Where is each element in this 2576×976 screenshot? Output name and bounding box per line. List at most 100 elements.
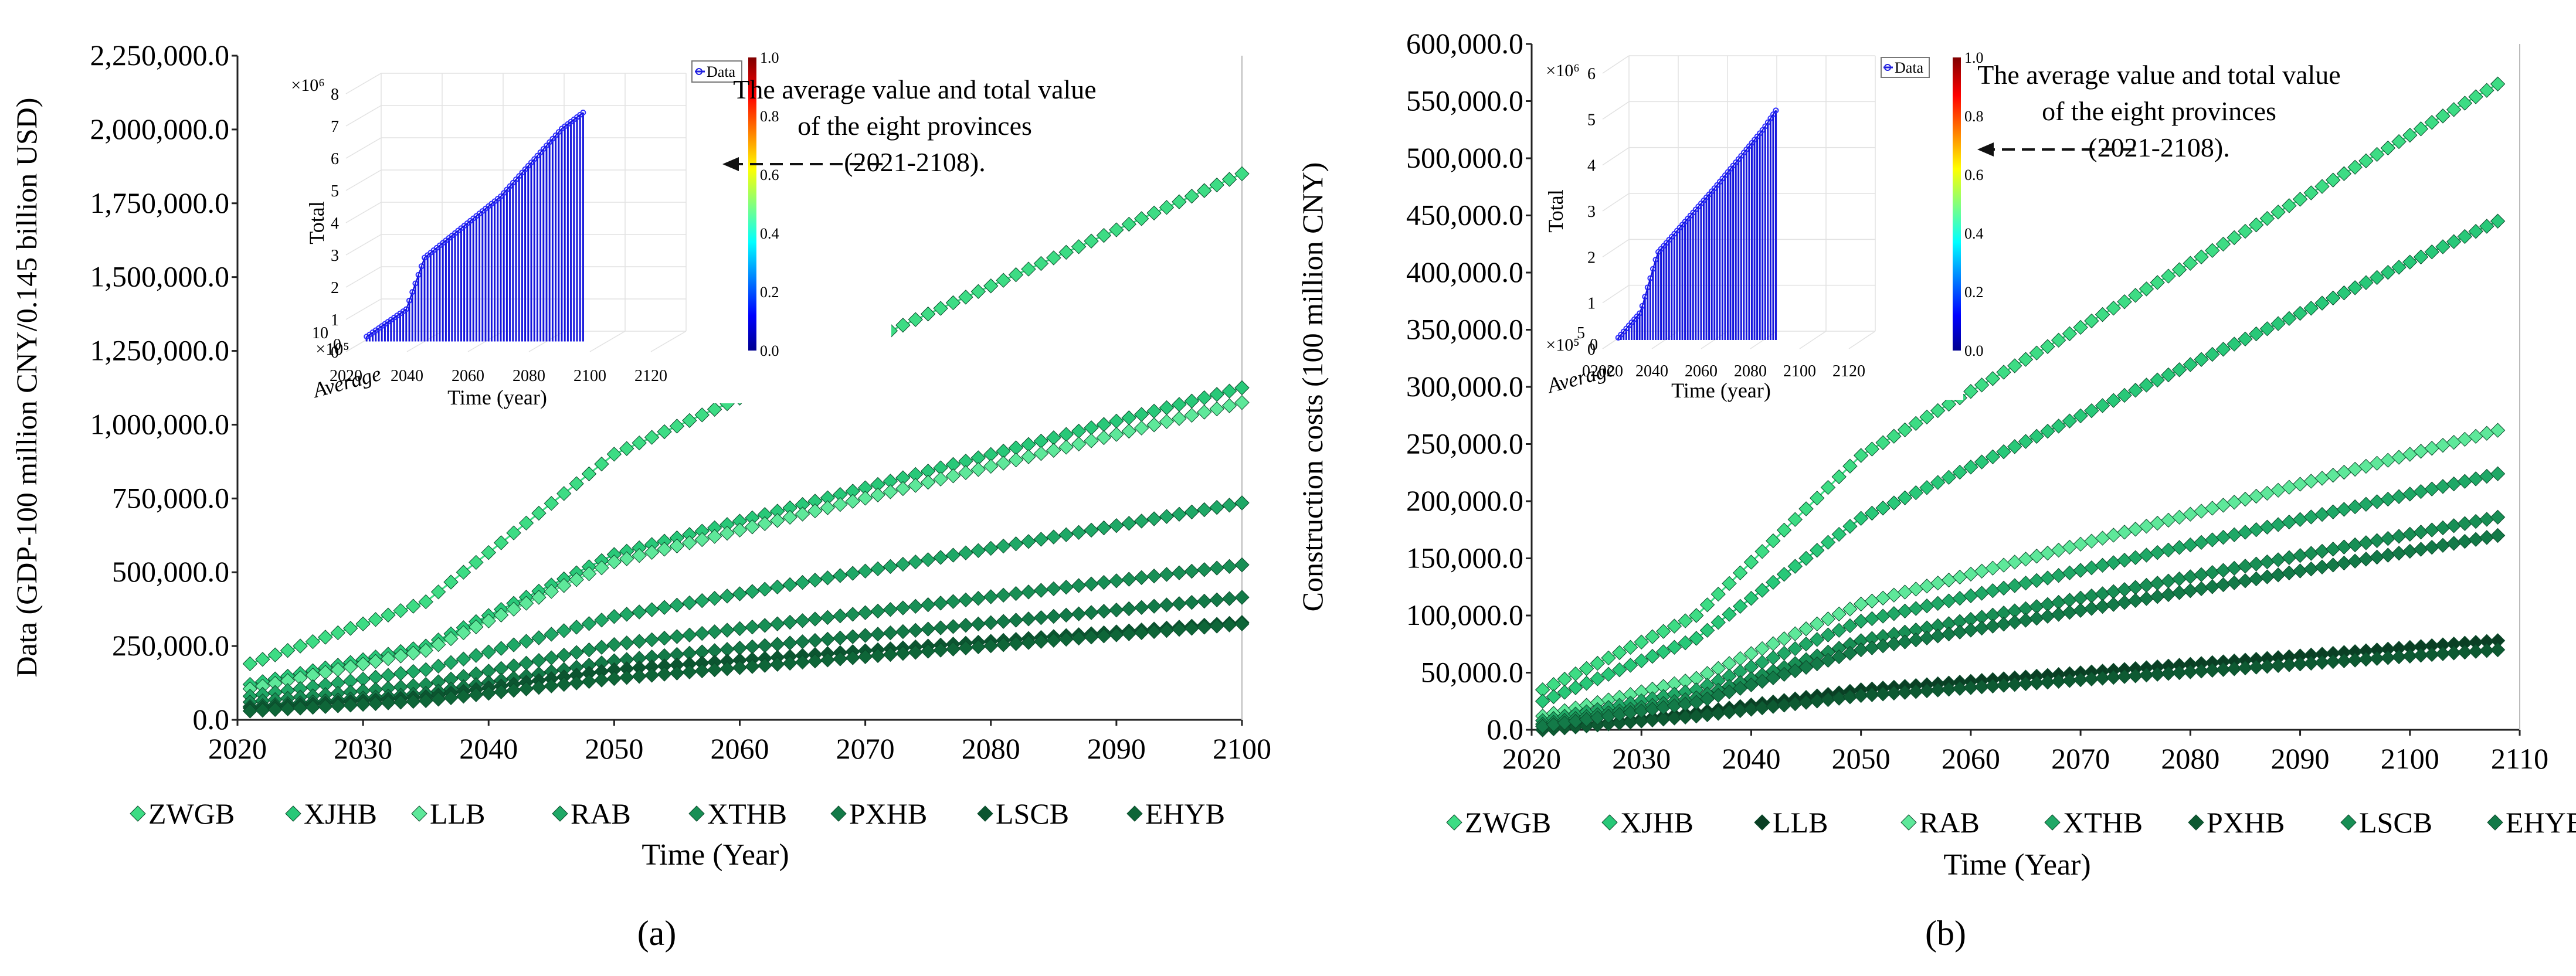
a-colorbar-tick-label: 0.0 <box>760 342 779 359</box>
a-x-tick-label: 2060 <box>711 732 769 765</box>
a-data-point-xthb <box>531 653 547 668</box>
b-data-point-pxhb <box>1623 714 1638 730</box>
b-data-point-xjhb <box>2326 290 2341 306</box>
b-inset-y-tick-label: 1 <box>1587 295 1596 313</box>
a-data-point-rab <box>908 554 923 570</box>
panel-b-y-axis-label: Construction costs (100 million CNY) <box>1296 162 1329 612</box>
a-data-point-xthb <box>556 648 572 663</box>
b-colorbar-tick-label: 0.0 <box>1964 342 1984 359</box>
a-data-point-rab <box>820 570 836 586</box>
b-data-point-ehyb <box>2424 539 2439 555</box>
b-data-point-pxhb <box>2292 656 2308 672</box>
a-data-point-xjhb <box>1033 433 1049 449</box>
a-data-point-pxhb <box>908 623 923 638</box>
panel-a-colorbar-ticks: 0.0 0.2 0.4 0.6 0.8 1.0 <box>760 49 779 359</box>
b-data-point-pxhb <box>2117 669 2132 684</box>
b-y-tick-label: 100,000.0 <box>1406 598 1523 631</box>
a-data-point-ehyb <box>242 703 258 719</box>
b-data-point-xthb <box>2369 494 2385 509</box>
a-data-point-rab <box>393 666 409 681</box>
a-data-point-rab <box>883 559 898 574</box>
a-inset-depth-tick-label: 10 <box>312 324 328 342</box>
b-data-point-xthb <box>2282 514 2297 530</box>
b-data-point-xjhb <box>2402 254 2418 270</box>
b-data-point-rab <box>2238 491 2253 507</box>
b-data-point-xjhb <box>2248 326 2264 342</box>
b-data-point-xthb <box>1919 598 1934 614</box>
b-data-point-xjhb <box>2314 295 2330 311</box>
a-data-point-xthb <box>970 591 986 606</box>
panel-b-x-ticks: 2020 2030 2040 2050 2060 2070 2080 2090 2100 2110 <box>1502 730 2548 775</box>
b-inset-grid-line <box>1602 193 1630 212</box>
b-data-point-ehyb <box>1886 636 1902 652</box>
a-data-point-pxhb <box>745 639 760 655</box>
a-data-point-llb <box>632 548 647 563</box>
b-data-point-rab <box>1820 611 1836 627</box>
a-data-point-zwgb <box>305 634 321 649</box>
a-data-point-ehyb <box>719 661 735 676</box>
b-colorbar-tick-label: 0.4 <box>1964 225 1984 242</box>
b-data-point-lscb <box>2205 564 2220 580</box>
a-data-point-rab <box>1221 498 1237 513</box>
b-data-point-rab <box>2117 525 2132 540</box>
b-data-point-xjhb <box>2391 260 2407 275</box>
b-x-tick-label: 2040 <box>1722 742 1780 775</box>
b-data-point-xthb <box>2435 479 2451 494</box>
a-data-point-zwgb <box>293 638 308 654</box>
a-inset-y-tick-label: 0 <box>331 344 339 362</box>
a-data-point-rab <box>782 577 797 593</box>
b-data-point-rab <box>2095 530 2110 546</box>
b-data-point-zwgb <box>1689 608 1704 623</box>
panel-b-inset-legend-marker <box>1884 64 1891 71</box>
a-data-point-llb <box>833 496 848 512</box>
a-data-point-ehyb <box>569 675 584 691</box>
a-data-point-rab <box>518 634 534 649</box>
a-data-point-zwgb <box>707 402 722 417</box>
b-inset-grid-line <box>1602 285 1630 304</box>
a-inset-x-tick-label: 2020 <box>330 367 362 385</box>
b-data-point-xthb <box>2457 474 2473 489</box>
a-data-point-rab <box>644 602 660 617</box>
b-data-point-rab <box>1864 593 1880 609</box>
b-data-point-xjhb <box>2040 423 2055 439</box>
a-data-point-xthb <box>883 602 898 617</box>
b-data-point-xthb <box>2183 537 2198 553</box>
b-data-point-xjhb <box>1985 449 2001 465</box>
a-data-point-ehyb <box>544 678 559 693</box>
b-data-point-xjhb <box>2095 398 2110 413</box>
b-data-point-pxhb <box>2171 665 2187 681</box>
a-data-point-rab <box>657 600 672 615</box>
a-data-point-llb <box>1197 404 1212 420</box>
a-data-point-xthb <box>1084 576 1099 591</box>
a-data-point-zwgb <box>556 486 572 501</box>
b-y-tick-label: 550,000.0 <box>1406 84 1523 117</box>
b-data-point-xjhb <box>2106 393 2121 408</box>
b-data-point-xthb <box>1875 608 1891 624</box>
a-data-point-zwgb <box>255 652 270 667</box>
b-data-point-pxhb <box>2413 648 2429 663</box>
b-data-point-zwgb <box>1908 416 1923 431</box>
b-data-point-zwgb <box>2194 249 2209 264</box>
a-data-point-rab <box>1096 520 1112 536</box>
b-data-point-xthb <box>1974 586 1990 601</box>
b-data-point-zwgb <box>2238 223 2253 239</box>
a-data-point-rab <box>669 597 685 613</box>
a-data-point-llb <box>669 538 685 554</box>
panel-a-inset-y-label: Total <box>305 201 328 244</box>
a-data-point-xjhb <box>1109 413 1124 429</box>
a-data-point-ehyb <box>443 690 459 705</box>
b-data-point-zwgb <box>2007 358 2022 373</box>
b-data-point-rab <box>2139 518 2154 534</box>
b-x-tick-label: 2020 <box>1502 742 1561 775</box>
b-data-point-ehyb <box>2326 557 2341 573</box>
a-data-point-xthb <box>1008 586 1024 601</box>
b-data-point-pxhb <box>2358 651 2374 667</box>
a-data-point-llb <box>945 468 961 484</box>
b-inset-x-tick-label: 2080 <box>1734 362 1767 380</box>
b-data-point-pxhb <box>2084 671 2099 686</box>
b-data-point-rab <box>1787 626 1803 641</box>
a-data-point-xthb <box>1159 567 1175 582</box>
a-data-point-xjhb <box>1046 430 1061 446</box>
b-data-point-xjhb <box>2073 408 2088 424</box>
